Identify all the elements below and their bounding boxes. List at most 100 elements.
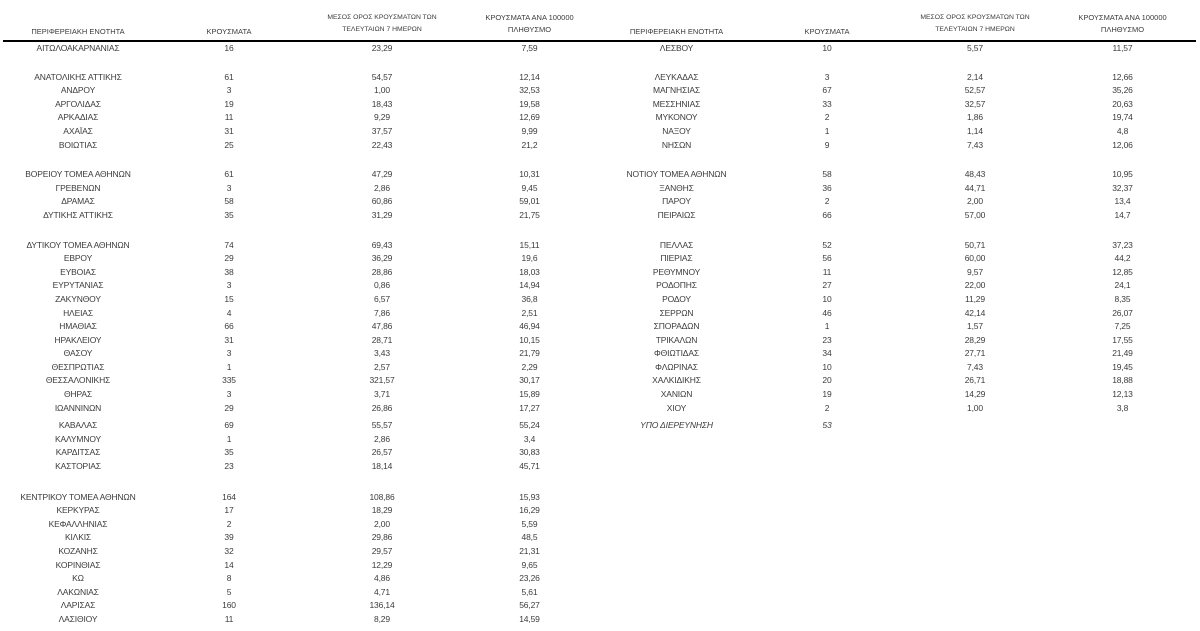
cases-cell: 3 bbox=[226, 280, 232, 291]
header-avg7-line1: ΜΕΣΟΣ ΟΡΟΣ ΚΡΟΥΣΜΑΤΩΝ ΤΩΝ bbox=[327, 14, 437, 21]
per100k-cell: 17,27 bbox=[519, 402, 540, 413]
region-name-cell: ΚΑΣΤΟΡΙΑΣ bbox=[55, 461, 101, 472]
avg7-cell: 18,14 bbox=[371, 461, 393, 472]
cases-cell bbox=[753, 599, 901, 613]
table-row: ΔΡΑΜΑΣ 58 60,86 59,01 ΠΑΡΟΥ 2 2,00 13,4 bbox=[3, 195, 1196, 209]
per100k-cell: 19,45 bbox=[1112, 361, 1133, 372]
avg7-cell: 60,86 bbox=[371, 196, 393, 207]
region-name-cell bbox=[600, 545, 753, 559]
cases-cell: 10 bbox=[822, 43, 832, 53]
region-name-cell: ΖΑΚΥΝΘΟΥ bbox=[55, 293, 101, 304]
region-name-cell: ΛΑΡΙΣΑΣ bbox=[60, 600, 96, 611]
region-name-cell: ΔΥΤΙΚΗΣ ΑΤΤΙΚΗΣ bbox=[43, 209, 113, 220]
header-region-right: ΠΕΡΙΦΕΡΕΙΑΚΗ ΕΝΟΤΗΤΑ bbox=[600, 0, 753, 42]
avg7-cell: 37,57 bbox=[371, 125, 393, 136]
per100k-cell: 59,01 bbox=[519, 196, 540, 207]
region-name-cell: ΜΥΚΟΝΟΥ bbox=[655, 112, 698, 123]
cases-cell bbox=[753, 586, 901, 600]
avg7-cell: 47,29 bbox=[371, 169, 393, 180]
avg7-cell: 26,71 bbox=[964, 375, 986, 386]
region-name-cell: ΘΕΣΣΑΛΟΝΙΚΗΣ bbox=[45, 375, 111, 386]
avg7-cell: 31,29 bbox=[371, 209, 393, 220]
region-name-cell: ΚΩ bbox=[72, 573, 84, 584]
per100k-cell bbox=[1049, 491, 1196, 505]
region-name-cell: ΗΛΕΙΑΣ bbox=[63, 307, 93, 318]
table-row: ΘΕΣΠΡΩΤΙΑΣ 1 2,57 2,29 ΦΛΩΡΙΝΑΣ 10 7,43 19,45 bbox=[3, 361, 1196, 375]
header-cases-left: ΚΡΟΥΣΜΑΤΑ bbox=[153, 0, 305, 42]
per100k-cell: 30,17 bbox=[519, 375, 540, 386]
avg7-cell: 1,00 bbox=[374, 85, 390, 96]
per100k-cell: 15,93 bbox=[519, 491, 540, 502]
cases-cell: 23 bbox=[822, 334, 832, 345]
avg7-cell: 42,14 bbox=[964, 307, 986, 318]
avg7-cell: 2,14 bbox=[967, 71, 983, 82]
avg7-cell bbox=[901, 419, 1049, 433]
region-name-cell: ΣΕΡΡΩΝ bbox=[659, 307, 694, 318]
region-name-cell: ΛΕΥΚΑΔΑΣ bbox=[654, 71, 699, 82]
avg7-cell bbox=[901, 599, 1049, 613]
cases-cell: 1 bbox=[824, 125, 830, 136]
region-name-cell: ΒΟΙΩΤΙΑΣ bbox=[58, 139, 98, 150]
table-row: ΚΩ 8 4,86 23,26 bbox=[3, 572, 1196, 586]
table-body: ΑΙΤΩΛΟΑΚΑΡΝΑΝΙΑΣ 16 23,29 7,59 ΛΕΣΒΟΥ 10 5,57 1… bbox=[3, 41, 1196, 627]
per100k-cell: 20,63 bbox=[1112, 98, 1133, 109]
region-name-cell: ΗΜΑΘΙΑΣ bbox=[59, 321, 97, 332]
avg7-cell: 12,29 bbox=[371, 559, 393, 570]
avg7-cell: 36,29 bbox=[371, 253, 393, 264]
per100k-cell: 7,25 bbox=[1114, 321, 1131, 332]
region-name-cell: ΚΟΡΙΝΘΙΑΣ bbox=[55, 559, 101, 570]
region-name-cell: ΘΗΡΑΣ bbox=[64, 389, 92, 400]
avg7-cell: 55,57 bbox=[371, 420, 393, 431]
cases-cell: 34 bbox=[822, 348, 832, 359]
region-name-cell: ΓΡΕΒΕΝΩΝ bbox=[55, 182, 101, 193]
cases-cell: 27 bbox=[822, 280, 832, 291]
per100k-cell: 16,29 bbox=[519, 505, 540, 516]
cases-cell: 11 bbox=[224, 613, 234, 624]
per100k-cell: 15,89 bbox=[519, 389, 540, 400]
avg7-cell: 6,57 bbox=[374, 293, 390, 304]
per100k-cell: 32,53 bbox=[519, 85, 540, 96]
spacer-row bbox=[3, 474, 1196, 491]
table-row: ΚΕΦΑΛΛΗΝΙΑΣ 2 2,00 5,59 bbox=[3, 518, 1196, 532]
avg7-cell bbox=[901, 504, 1049, 518]
region-name-cell bbox=[600, 599, 753, 613]
avg7-cell: 9,29 bbox=[374, 112, 390, 123]
per100k-cell: 12,85 bbox=[1112, 266, 1133, 277]
avg7-cell bbox=[901, 491, 1049, 505]
cases-cell: 33 bbox=[822, 98, 832, 109]
table-row: ΑΝΑΤΟΛΙΚΗΣ ΑΤΤΙΚΗΣ 61 54,57 12,14 ΛΕΥΚΑΔΑΣ 3 2… bbox=[3, 71, 1196, 85]
per100k-cell: 11,57 bbox=[1112, 43, 1133, 53]
per100k-cell: 19,58 bbox=[519, 98, 540, 109]
per100k-cell: 18,03 bbox=[519, 266, 540, 277]
per100k-cell: 24,1 bbox=[1114, 280, 1131, 291]
header-avg7-right: ΜΕΣΟΣ ΟΡΟΣ ΚΡΟΥΣΜΑΤΩΝ ΤΩΝ ΤΕΛΕΥΤΑΙΩΝ 7 Η… bbox=[901, 0, 1049, 42]
avg7-cell bbox=[901, 518, 1049, 532]
avg7-cell: 11,29 bbox=[965, 293, 985, 304]
region-name-cell: ΜΑΓΝΗΣΙΑΣ bbox=[653, 85, 700, 96]
cases-cell: 53 bbox=[822, 420, 832, 431]
table-row: ΚΑΡΔΙΤΣΑΣ 35 26,57 30,83 bbox=[3, 446, 1196, 460]
table-row: ΚΑΒΑΛΑΣ 69 55,57 55,24 ΥΠΟ ΔΙΕΡΕΥΝΗΣΗ 53 bbox=[3, 419, 1196, 433]
per100k-cell bbox=[1049, 559, 1196, 573]
region-name-cell: ΝΗΣΩΝ bbox=[661, 139, 692, 150]
avg7-cell: 7,43 bbox=[967, 139, 983, 150]
per100k-cell bbox=[1049, 545, 1196, 559]
region-name-cell: ΚΕΦΑΛΛΗΝΙΑΣ bbox=[48, 518, 108, 529]
region-name-cell: ΕΥΡΥΤΑΝΙΑΣ bbox=[52, 280, 104, 291]
header-per100k-line2: ΠΛΗΘΥΣΜΟ bbox=[507, 25, 552, 34]
cases-cell: 31 bbox=[224, 125, 234, 136]
cases-cell: 36 bbox=[822, 182, 832, 193]
per100k-cell: 8,35 bbox=[1114, 293, 1131, 304]
cases-cell: 35 bbox=[224, 209, 234, 220]
avg7-cell: 54,57 bbox=[371, 71, 393, 82]
per100k-cell: 21,49 bbox=[1112, 348, 1133, 359]
cases-cell: 15 bbox=[224, 293, 234, 304]
region-name-cell bbox=[600, 491, 753, 505]
per100k-cell: 12,13 bbox=[1112, 389, 1133, 400]
header-per100k-line2: ΠΛΗΘΥΣΜΟ bbox=[1100, 25, 1145, 34]
avg7-cell: 29,57 bbox=[371, 546, 393, 556]
per100k-cell: 2,51 bbox=[521, 307, 538, 318]
per100k-cell: 36,8 bbox=[521, 293, 538, 304]
region-name-cell bbox=[600, 613, 753, 627]
region-name-cell bbox=[600, 446, 753, 460]
